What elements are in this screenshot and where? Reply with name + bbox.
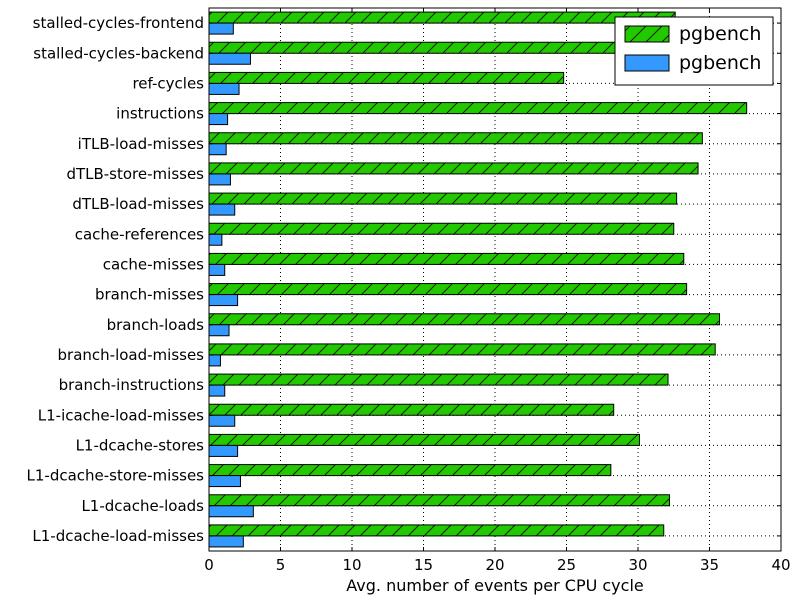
- y-tick-label: branch-instructions: [59, 376, 205, 394]
- bar-blue: [208, 173, 231, 186]
- y-tick-label: stalled-cycles-frontend: [33, 14, 204, 32]
- bar-hatch: [209, 72, 564, 84]
- bar-blue: [208, 113, 229, 126]
- y-tick-label: dTLB-store-misses: [66, 165, 204, 183]
- bar-blue: [208, 444, 239, 457]
- bar-hatch: [209, 223, 674, 235]
- bar-hatch: [209, 464, 611, 476]
- y-tick-label: L1-dcache-loads: [81, 497, 204, 515]
- bar-blue: [208, 263, 226, 276]
- bar-hatch: [209, 132, 703, 144]
- bar-blue: [208, 414, 236, 427]
- y-tick-label: branch-misses: [95, 286, 204, 304]
- y-tick-label: dTLB-load-misses: [72, 195, 204, 213]
- bar-hatch: [209, 404, 614, 416]
- y-tick-label: L1-icache-load-misses: [38, 406, 204, 424]
- legend-swatch-hatch: [625, 26, 669, 42]
- bar-blue: [208, 22, 234, 35]
- legend-label: pgbench: [679, 23, 761, 45]
- axis-ticks: 0 5 10 15 20 25 30 35 40 L1-dcache-load-misses L1-…: [27, 8, 791, 574]
- y-tick-label: L1-dcache-load-misses: [32, 527, 204, 545]
- bar-blue: [208, 143, 227, 156]
- x-tick-label: 15: [414, 556, 433, 574]
- bar-hatch: [209, 102, 747, 114]
- y-tick-label: branch-loads: [107, 316, 205, 334]
- y-tick-label: branch-load-misses: [58, 346, 205, 364]
- y-tick-label: cache-misses: [103, 255, 204, 273]
- y-tick-label: instructions: [116, 105, 204, 123]
- x-tick-label: 10: [342, 556, 361, 574]
- bar-blue: [208, 475, 241, 488]
- bar-blue: [208, 505, 254, 518]
- y-tick-label: stalled-cycles-backend: [33, 44, 204, 62]
- bar-hatch: [209, 42, 679, 54]
- bar-hatch: [209, 253, 684, 265]
- y-tick-label: L1-dcache-stores: [76, 436, 205, 454]
- legend-swatch: [624, 54, 670, 72]
- bar-hatch: [209, 434, 640, 446]
- bar-hatch: [209, 343, 716, 355]
- bar-blue: [208, 82, 240, 95]
- bar-blue: [208, 294, 239, 307]
- x-tick-label: 20: [485, 556, 504, 574]
- bar-blue: [208, 203, 236, 216]
- bar-hatch: [209, 283, 687, 295]
- bar-hatch: [209, 524, 664, 536]
- bar-hatch: [209, 162, 699, 174]
- x-tick-label: 0: [204, 556, 214, 574]
- bar-blue: [208, 233, 223, 246]
- bar-blue: [208, 324, 230, 337]
- bar-blue: [208, 354, 221, 367]
- x-tick-label: 5: [276, 556, 286, 574]
- x-tick-label: 40: [771, 556, 790, 574]
- bar-hatch: [209, 12, 676, 24]
- x-axis-label: Avg. number of events per CPU cycle: [346, 576, 643, 595]
- x-tick-label: 35: [700, 556, 719, 574]
- bar-blue: [208, 52, 251, 65]
- bar-blue: [208, 384, 226, 397]
- y-tick-label: cache-references: [75, 225, 204, 243]
- legend: pgbench pgbench: [614, 16, 774, 86]
- x-tick-label: 30: [628, 556, 647, 574]
- bars: [208, 11, 748, 548]
- bar-hatch: [209, 374, 669, 386]
- bar-blue: [208, 535, 244, 548]
- bar-hatch: [209, 193, 677, 205]
- x-tick-label: 25: [557, 556, 576, 574]
- y-tick-label: L1-dcache-store-misses: [27, 467, 205, 485]
- bar-hatch: [209, 494, 670, 506]
- y-tick-label: ref-cycles: [132, 74, 204, 92]
- y-tick-label: iTLB-load-misses: [78, 135, 204, 153]
- bar-hatch: [209, 313, 720, 325]
- legend-label: pgbench: [679, 52, 761, 74]
